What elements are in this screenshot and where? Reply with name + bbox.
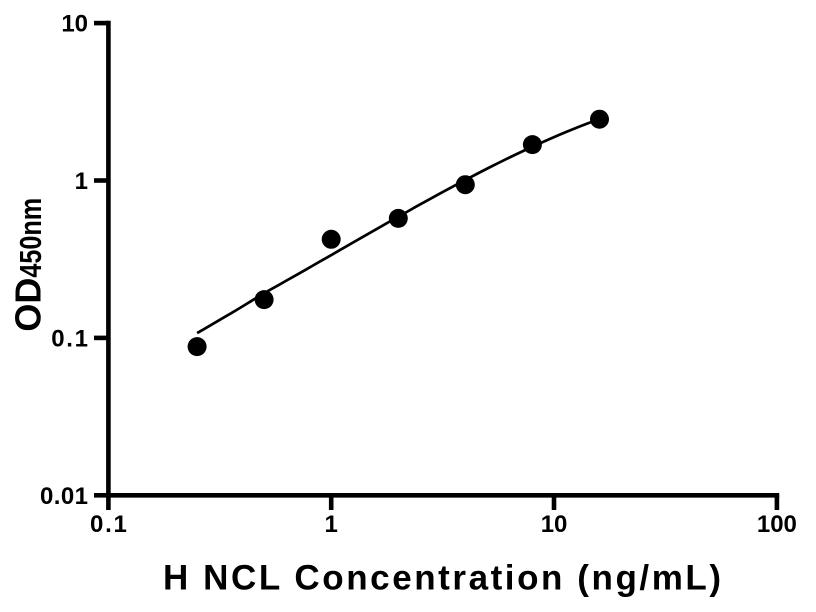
svg-text:1: 1 (325, 511, 338, 538)
svg-text:0.01: 0.01 (40, 483, 88, 510)
svg-text:H NCL Concentration (ng/mL): H NCL Concentration (ng/mL) (163, 558, 721, 597)
svg-text:100: 100 (757, 511, 797, 538)
svg-text:0.1: 0.1 (51, 326, 88, 353)
svg-text:10: 10 (61, 11, 88, 38)
svg-text:0.1: 0.1 (90, 511, 127, 538)
svg-text:1: 1 (75, 168, 88, 195)
svg-text:10: 10 (541, 511, 568, 538)
svg-text:OD450nm: OD450nm (7, 198, 48, 332)
